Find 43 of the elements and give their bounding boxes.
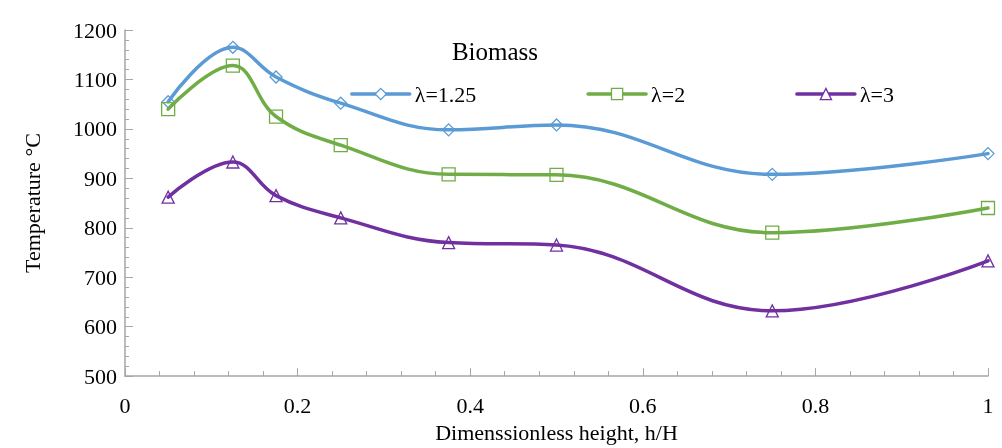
y-tick-label: 700 (84, 264, 117, 290)
x-axis-title: Dimenssionless height, h/H (435, 419, 678, 445)
y-tick-label: 1200 (73, 17, 117, 43)
x-tick-label: 0.2 (283, 392, 312, 418)
point (226, 40, 240, 54)
y-tick-label: 500 (84, 363, 117, 389)
legend-label: λ=1.25 (414, 81, 477, 107)
point (226, 155, 240, 169)
point (549, 118, 564, 132)
chart-title: Biomass (451, 38, 539, 65)
x-tick-label: 0.6 (629, 392, 657, 418)
point (549, 238, 564, 252)
x-tick-label: 0 (119, 392, 131, 418)
y-tick-label: 1100 (73, 66, 117, 92)
point (269, 70, 283, 84)
point (333, 138, 348, 153)
point (765, 304, 779, 318)
x-tick-label: 0.8 (801, 392, 830, 418)
y-axis-title: Temperature °C (19, 133, 45, 273)
x-tick-label: 0.4 (456, 392, 484, 418)
y-tick-label: 600 (84, 314, 117, 340)
point (441, 235, 456, 250)
point (269, 188, 283, 203)
legend-label: λ=3 (859, 81, 894, 107)
point (334, 96, 348, 110)
point (161, 190, 175, 204)
point (441, 123, 456, 137)
y-tick-label: 800 (84, 215, 117, 241)
point (441, 167, 456, 182)
point (765, 167, 779, 182)
point (980, 200, 996, 216)
point (161, 101, 176, 117)
x-tick-label: 1 (982, 392, 994, 418)
point (981, 146, 995, 161)
point (268, 109, 284, 124)
point (981, 254, 995, 268)
legend-label: λ=2 (651, 81, 686, 107)
point (334, 211, 348, 225)
y-tick-label: 900 (84, 165, 117, 191)
point (549, 167, 564, 183)
y-tick-label: 1000 (73, 116, 117, 142)
point (765, 225, 780, 240)
point (225, 58, 241, 73)
